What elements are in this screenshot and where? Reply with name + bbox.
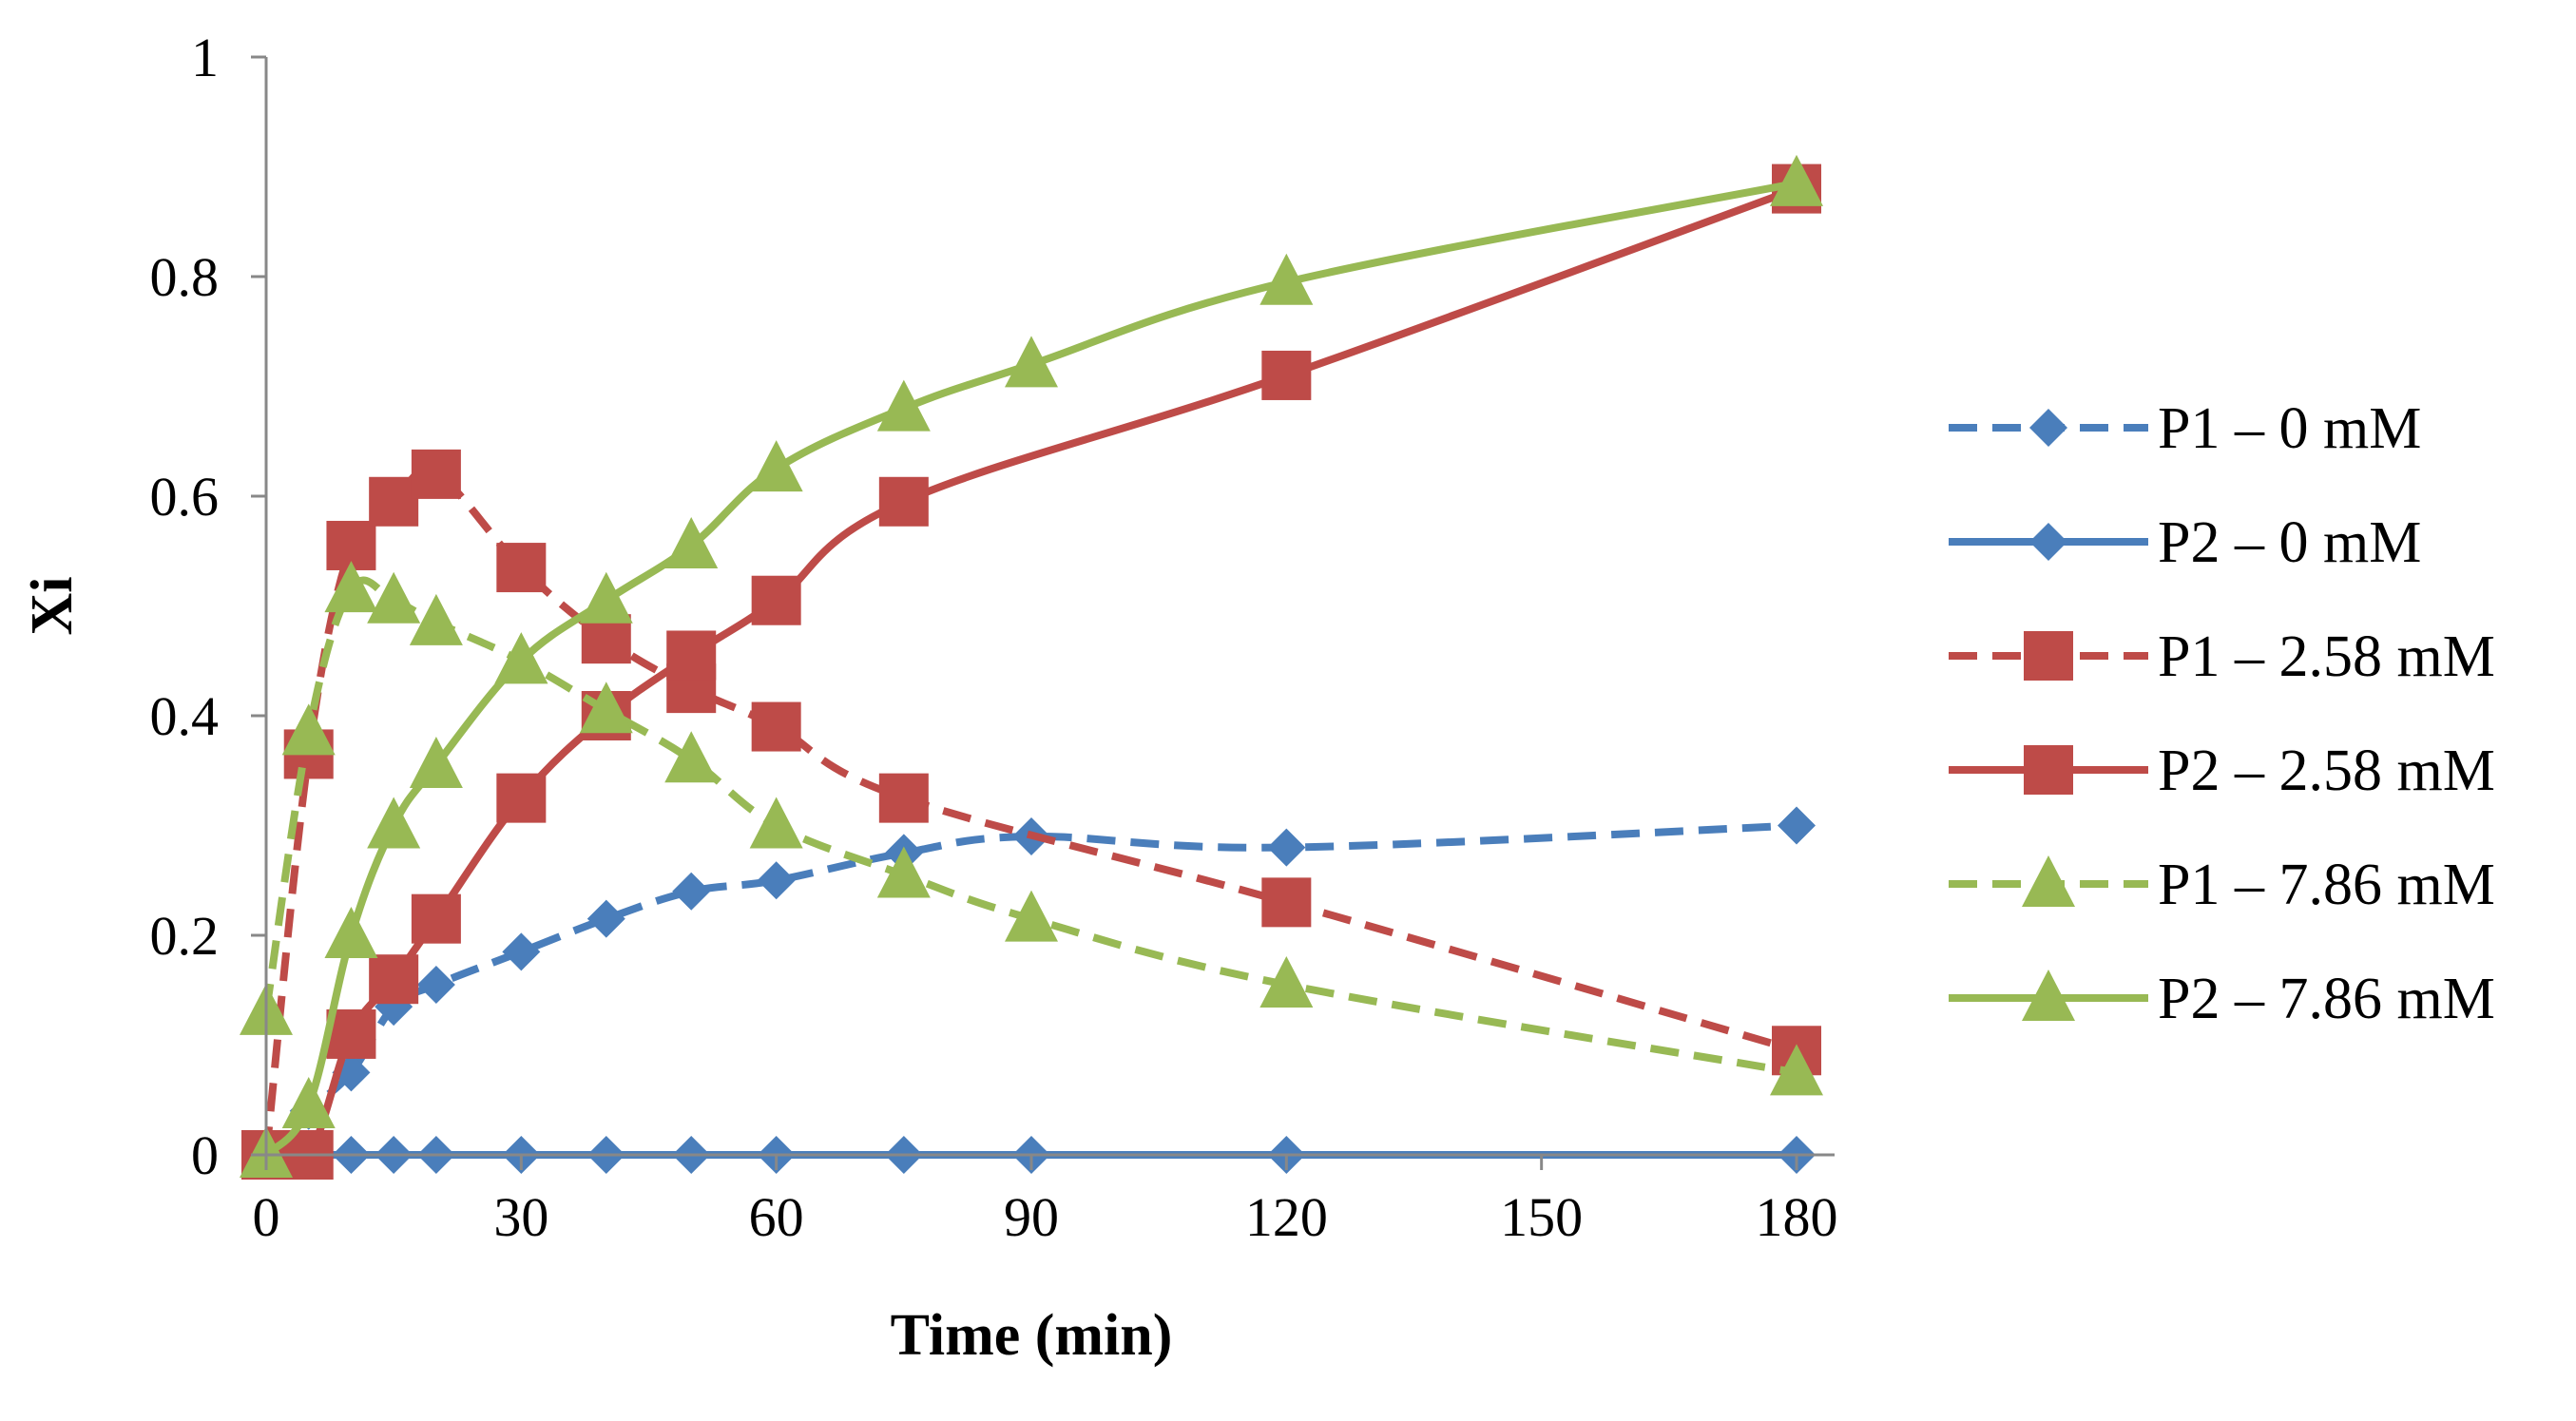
data-point <box>749 440 803 492</box>
plot-series <box>240 154 1823 1180</box>
series-line <box>263 821 1797 1158</box>
legend-item: P2 – 2.58 mM <box>1949 739 2495 803</box>
data-point <box>876 379 931 432</box>
series-line <box>262 179 1797 1158</box>
legend-item: P2 – 7.86 mM <box>1949 967 2495 1031</box>
data-point <box>751 575 801 625</box>
series-line <box>265 184 1798 1169</box>
data-point <box>664 516 719 568</box>
data-point <box>494 632 548 684</box>
data-point <box>1770 154 1823 206</box>
data-point <box>369 954 419 1005</box>
legend-marker <box>2022 855 2075 907</box>
data-point <box>1259 955 1314 1008</box>
data-point <box>1770 1044 1823 1096</box>
legend-label: P1 – 0 mM <box>2158 396 2421 461</box>
data-point <box>1261 877 1312 928</box>
legend-label: P1 – 2.58 mM <box>2158 624 2495 689</box>
data-point <box>367 797 421 849</box>
y-tick-label: 1 <box>191 27 219 88</box>
data-point <box>1005 890 1058 942</box>
legend-label: P2 – 2.58 mM <box>2158 739 2495 803</box>
data-point <box>876 846 931 898</box>
data-point <box>579 682 633 734</box>
legend: P1 – 0 mM P2 – 0 mM P1 – 2.58 mM P2 – 2.58 … <box>1949 396 2495 1031</box>
x-ticks: 0 30 60 90 120 150 180 <box>253 1155 1838 1248</box>
legend-item: P1 – 0 mM <box>1949 396 2421 461</box>
legend-marker <box>2029 409 2067 447</box>
y-tick-label: 0 <box>191 1124 219 1186</box>
data-point <box>416 965 455 1004</box>
x-axis-title: Time (min) <box>891 1303 1173 1368</box>
data-point <box>502 932 541 971</box>
data-point <box>666 630 717 681</box>
series-line <box>262 467 1798 1156</box>
data-point <box>324 561 378 613</box>
y-ticks: 0 0.2 0.4 0.6 0.8 1 <box>150 27 266 1186</box>
data-point <box>878 773 929 823</box>
data-point <box>878 476 929 527</box>
series-line <box>262 576 1797 1077</box>
series-3 <box>241 449 1821 1180</box>
x-tick-label: 150 <box>1500 1186 1583 1248</box>
x-tick-label: 180 <box>1756 1186 1838 1248</box>
data-point <box>496 773 547 823</box>
series-4 <box>241 163 1821 1180</box>
data-point <box>579 571 633 624</box>
x-tick-label: 60 <box>749 1186 804 1248</box>
data-point <box>281 703 336 756</box>
legend-marker <box>2029 523 2067 561</box>
legend-label: P1 – 7.86 mM <box>2158 853 2495 917</box>
data-point <box>496 543 547 593</box>
y-tick-label: 0.4 <box>150 685 220 747</box>
data-point <box>751 701 801 752</box>
data-point <box>586 899 625 938</box>
legend-item: P1 – 7.86 mM <box>1949 853 2495 917</box>
y-tick-label: 0.2 <box>150 905 220 967</box>
x-tick-label: 0 <box>253 1186 280 1248</box>
legend-item: P2 – 0 mM <box>1949 510 2421 575</box>
data-point <box>409 593 463 645</box>
data-point <box>324 907 378 958</box>
legend-marker <box>2024 745 2073 795</box>
data-point <box>409 736 463 788</box>
legend-item: P1 – 2.58 mM <box>1949 624 2495 689</box>
x-tick-label: 90 <box>1004 1186 1059 1248</box>
data-point <box>1778 806 1816 845</box>
data-point <box>281 1077 336 1129</box>
data-point <box>411 449 461 499</box>
data-point <box>749 797 803 849</box>
data-point <box>1005 336 1058 388</box>
data-point <box>1261 350 1312 400</box>
y-tick-label: 0.6 <box>150 466 220 528</box>
y-tick-label: 0.8 <box>150 246 220 308</box>
legend-label: P2 – 0 mM <box>2158 510 2421 575</box>
data-point <box>672 872 711 911</box>
data-point <box>369 476 419 527</box>
data-point <box>1259 253 1314 305</box>
data-point <box>367 571 421 624</box>
axes: 0 0.2 0.4 0.6 0.8 1 0 30 60 90 120 150 180 <box>150 27 1838 1248</box>
data-point <box>1267 828 1306 867</box>
legend-label: P2 – 7.86 mM <box>2158 967 2495 1031</box>
legend-marker <box>2024 631 2073 681</box>
data-point <box>664 731 719 783</box>
data-point <box>757 861 796 900</box>
series-6 <box>240 154 1823 1178</box>
legend-marker <box>2022 970 2075 1021</box>
y-axis-title: Xi <box>20 577 85 636</box>
x-tick-label: 120 <box>1245 1186 1328 1248</box>
data-point <box>411 893 461 944</box>
x-tick-label: 30 <box>493 1186 548 1248</box>
